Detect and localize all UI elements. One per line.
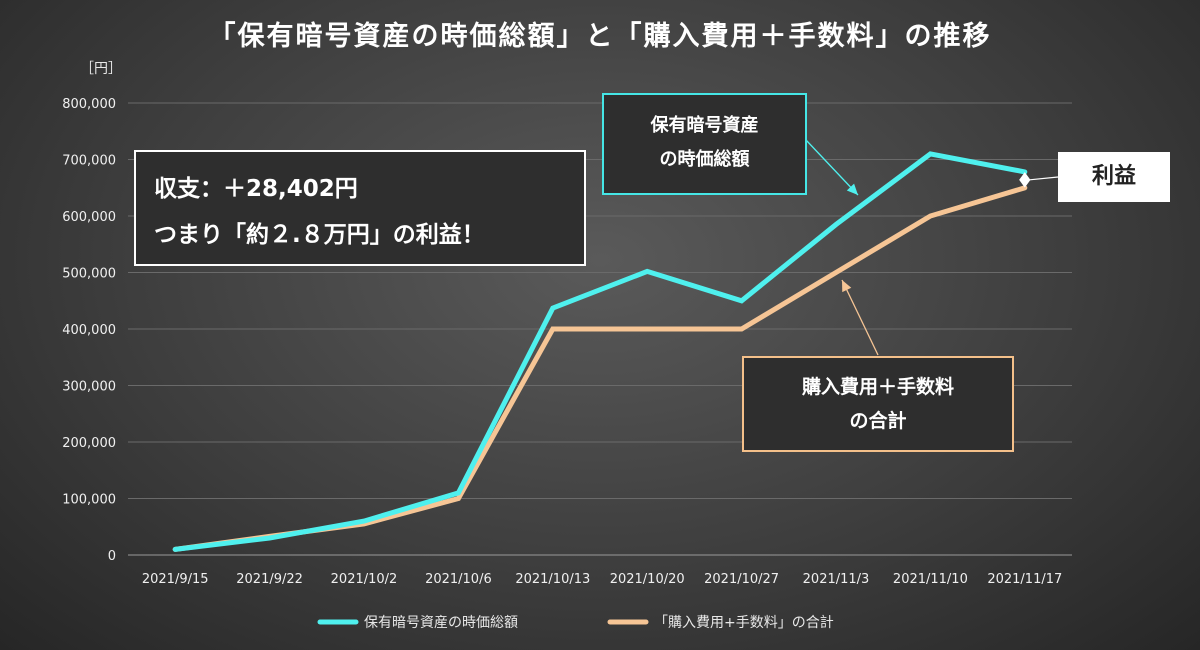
- profit-summary-box: 収支：＋28,402円 つまり「約２.８万円」の利益！: [134, 150, 586, 266]
- y-tick-label: 500,000: [62, 267, 116, 282]
- x-tick-label: 2021/9/15: [142, 572, 209, 587]
- x-tick-label: 2021/10/27: [704, 572, 779, 587]
- series-lines: [172, 151, 1028, 552]
- market-value-arrow: [805, 139, 859, 196]
- series-line-market-value: [172, 151, 1028, 552]
- x-tick-label: 2021/11/17: [987, 572, 1062, 587]
- summary-line-profit: つまり「約２.８万円」の利益！: [154, 222, 485, 248]
- profit-gap-marker: [1019, 172, 1031, 188]
- y-axis-ticks: 0 100,000 200,000 300,000 400,000 500,000 600,…: [62, 97, 116, 564]
- x-tick-label: 2021/10/2: [331, 572, 398, 587]
- x-axis-ticks: 2021/9/15 2021/9/22 2021/10/2 2021/10/6 2021…: [142, 572, 1062, 587]
- market-value-callout-line1: 保有暗号資産: [650, 115, 759, 136]
- cost-callout-line1: 購入費用＋手数料: [801, 376, 954, 398]
- market-value-callout: 保有暗号資産 の時価総額: [602, 93, 807, 195]
- y-tick-label: 800,000: [62, 97, 116, 112]
- summary-line-balance: 収支：＋28,402円: [154, 176, 358, 202]
- y-tick-label: 400,000: [62, 323, 116, 338]
- x-tick-label: 2021/11/3: [803, 572, 870, 587]
- callout-arrows: [805, 139, 1059, 356]
- cost-arrow-head: [842, 280, 852, 293]
- profit-callout: 利益: [1058, 152, 1170, 202]
- market-value-arrow-head: [846, 183, 858, 195]
- cost-callout: 購入費用＋手数料 の合計: [742, 356, 1014, 452]
- y-axis-unit: ［円］: [80, 61, 122, 77]
- market-value-callout-line2: の時価総額: [659, 149, 750, 170]
- x-tick-label: 2021/10/13: [515, 572, 590, 587]
- legend-item-cost-label: 「購入費用+手数料」の合計: [654, 615, 834, 631]
- y-tick-label: 200,000: [62, 436, 116, 451]
- grid-lines: [128, 102, 1072, 556]
- x-tick-label: 2021/9/22: [236, 572, 303, 587]
- x-tick-label: 2021/10/6: [425, 572, 492, 587]
- y-tick-label: 700,000: [62, 154, 116, 169]
- chart-title: 「保有暗号資産の時価総額」と「購入費用＋手数料」の推移: [208, 21, 992, 52]
- y-tick-label: 0: [108, 549, 116, 564]
- x-tick-label: 2021/10/20: [610, 572, 685, 587]
- profit-callout-connector: [1029, 176, 1059, 181]
- cost-arrow: [841, 279, 879, 356]
- cost-callout-line2: の合計: [849, 410, 907, 432]
- x-tick-label: 2021/11/10: [893, 572, 968, 587]
- legend-item-market-value-label: 保有暗号資産の時価総額: [364, 615, 518, 631]
- y-tick-label: 100,000: [62, 493, 116, 508]
- y-tick-label: 600,000: [62, 210, 116, 225]
- legend: 保有暗号資産の時価総額 「購入費用+手数料」の合計: [317, 615, 834, 631]
- y-tick-label: 300,000: [62, 380, 116, 395]
